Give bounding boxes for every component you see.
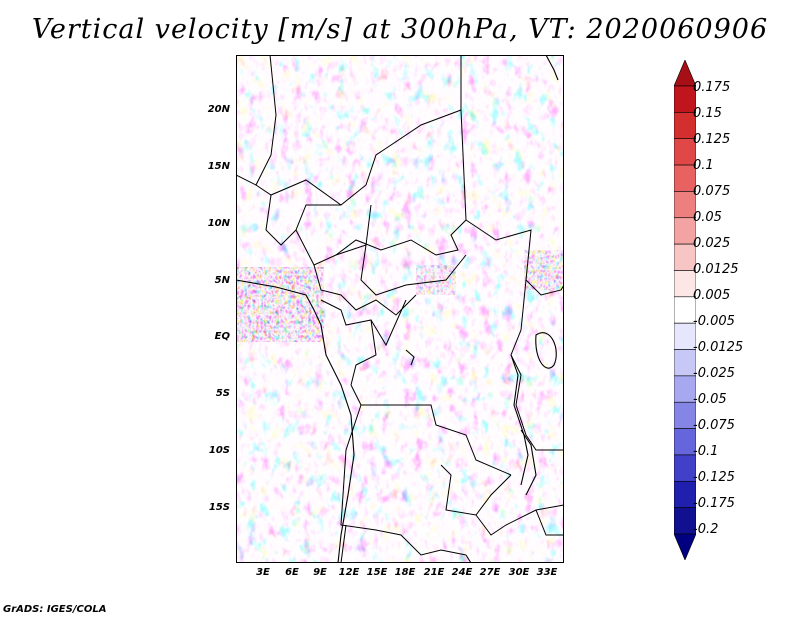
colorbar-label: 0.175	[693, 80, 731, 95]
colorbar-label: 0.075	[693, 184, 731, 199]
lat-label: 15S	[208, 502, 230, 513]
lon-label: 27E	[479, 567, 501, 578]
colorbar-label: 0.0125	[693, 262, 739, 277]
colorbar-label: 0.15	[693, 106, 722, 121]
colorbar-label: -0.2	[693, 522, 719, 537]
colorbar-label: 0.025	[693, 236, 731, 251]
colorbar-label: 0.125	[693, 132, 731, 147]
colorbar-label: -0.05	[693, 392, 727, 407]
lon-label: 3E	[256, 567, 270, 578]
lat-label: 5S	[215, 388, 230, 399]
lon-label: 21E	[423, 567, 445, 578]
colorbar-label: 0.05	[693, 210, 722, 225]
country-borders	[236, 55, 564, 563]
lat-label: 5N	[214, 275, 230, 286]
coastlines-and-lakes	[236, 55, 559, 563]
lon-label: 9E	[313, 567, 327, 578]
lon-label: 33E	[536, 567, 558, 578]
colorbar-label: 0.005	[693, 288, 731, 303]
lat-label: 10N	[207, 218, 230, 229]
colorbar-label: -0.175	[693, 496, 735, 511]
colorbar-label: -0.075	[693, 418, 735, 433]
colorbar-label: -0.005	[693, 314, 735, 329]
lon-label: 6E	[285, 567, 299, 578]
colorbar-label: 0.1	[693, 158, 714, 173]
lat-label: 20N	[207, 104, 230, 115]
lat-label: 15N	[207, 161, 230, 172]
lat-label: 10S	[208, 445, 230, 456]
lon-label: 30E	[508, 567, 530, 578]
convective-core-east	[524, 250, 564, 290]
map-frame	[236, 55, 564, 563]
lon-label: 15E	[366, 567, 388, 578]
colorbar-label: -0.0125	[693, 340, 744, 355]
colorbar-label: -0.025	[693, 366, 735, 381]
chart-title: Vertical velocity [m/s] at 300hPa, VT: 2…	[31, 14, 769, 45]
colorbar-arrow-bottom	[674, 533, 696, 560]
lon-label: 18E	[394, 567, 416, 578]
lon-label: 12E	[338, 567, 360, 578]
vertical-velocity-map	[236, 55, 564, 563]
convective-core-central	[416, 265, 456, 295]
colorbar-label: -0.1	[693, 444, 719, 459]
convective-core-west	[236, 267, 324, 342]
colorbar	[674, 60, 696, 560]
footer-credit: GrADS: IGES/COLA	[3, 604, 107, 615]
colorbar-label: -0.125	[693, 470, 735, 485]
lat-label: EQ	[214, 331, 230, 342]
lon-label: 24E	[451, 567, 473, 578]
